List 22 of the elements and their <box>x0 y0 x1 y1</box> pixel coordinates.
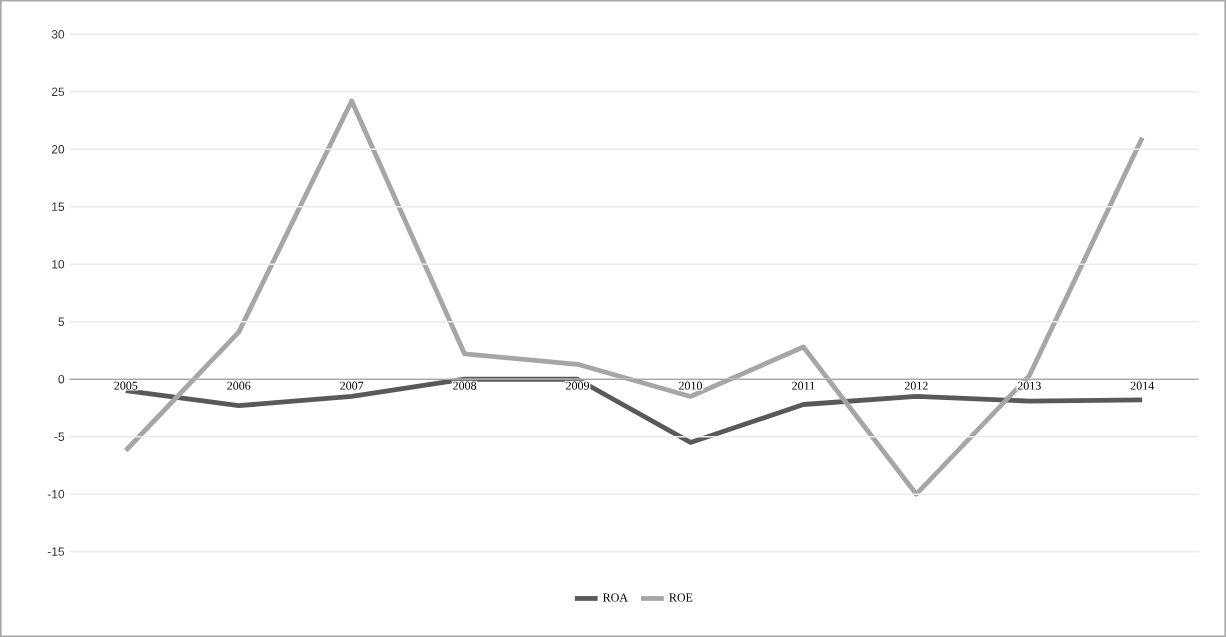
x-tick-label: 2013 <box>1017 381 1041 390</box>
legend-label: ROE <box>669 593 693 602</box>
y-tick-label: 10 <box>52 260 65 269</box>
x-tick-label: 2012 <box>904 381 928 390</box>
legend-label: ROA <box>603 593 628 602</box>
y-tick-label: 5 <box>58 317 65 326</box>
y-tick-label: -15 <box>47 547 65 556</box>
x-tick-label: 2010 <box>679 381 703 390</box>
y-tick-label: -5 <box>54 432 65 441</box>
x-tick-label: 2011 <box>792 381 815 390</box>
x-tick-label: 2005 <box>114 381 138 390</box>
x-tick-label: 2008 <box>453 381 477 390</box>
y-tick-label: 15 <box>52 202 65 211</box>
x-tick-label: 2014 <box>1130 381 1155 390</box>
x-tick-label: 2007 <box>340 381 364 390</box>
y-tick-label: 0 <box>58 374 65 384</box>
y-tick-label: 25 <box>51 87 65 97</box>
x-tick-label: 2006 <box>227 381 251 390</box>
y-tick-label: 20 <box>51 145 65 154</box>
y-tick-label: -10 <box>47 489 65 499</box>
x-tick-label: 2009 <box>566 381 590 390</box>
y-tick-label: 30 <box>51 30 65 39</box>
